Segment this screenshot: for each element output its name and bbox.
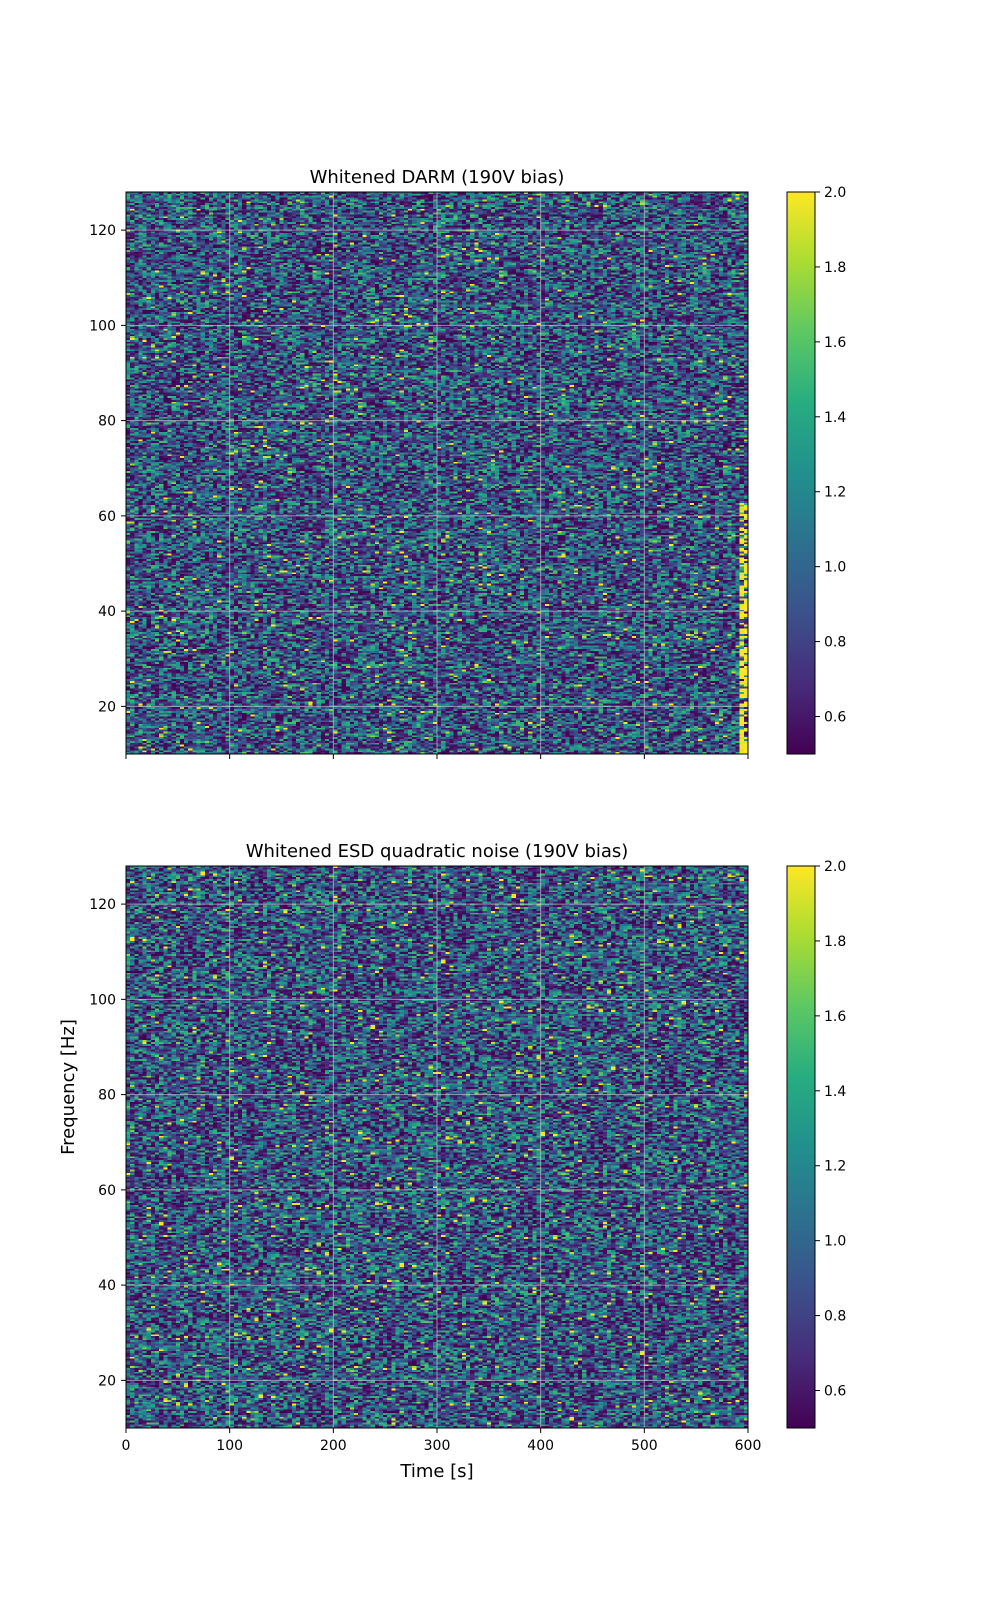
colorbar-gradient xyxy=(787,192,815,754)
x-tick-label: 100 xyxy=(216,1438,243,1454)
y-tick-label: 40 xyxy=(98,604,116,620)
y-tick-label: 100 xyxy=(89,318,116,334)
y-tick-label: 60 xyxy=(98,1183,116,1199)
y-tick-label: 100 xyxy=(89,992,116,1008)
spectrogram-panel-1: 20 40 60 80 100 120 Whitened DARM (190V bias) 0… xyxy=(89,167,846,759)
colorbar-tick-label: 2.0 xyxy=(824,859,846,875)
colorbar-tick-label: 1.2 xyxy=(824,1159,846,1175)
y-tick-label: 80 xyxy=(98,1088,116,1104)
colorbar-tick-label: 1.6 xyxy=(824,1009,846,1025)
y-tick-label: 20 xyxy=(98,1373,116,1389)
colorbar-tick-label: 2.0 xyxy=(824,185,846,201)
colorbar-tick-label: 1.8 xyxy=(824,934,846,950)
x-tick-label: 500 xyxy=(631,1438,658,1454)
x-tick-label: 0 xyxy=(122,1438,131,1454)
colorbar: 0.6 0.8 1.0 1.2 1.4 1.6 1.8 2.0 xyxy=(787,859,846,1428)
colorbar-tick-label: 0.6 xyxy=(824,1384,846,1400)
y-tick-label: 80 xyxy=(98,414,116,430)
x-tick-label: 400 xyxy=(527,1438,554,1454)
colorbar-gradient xyxy=(787,866,815,1428)
colorbar-tick-label: 1.4 xyxy=(824,1084,846,1100)
y-tick-label: 120 xyxy=(89,897,116,913)
colorbar-tick-label: 1.2 xyxy=(824,485,846,501)
spectrogram-panel-2: 0 100 200 300 400 500 600 20 40 60 80 100 120 Whitene… xyxy=(58,841,846,1482)
colorbar-tick-label: 1.0 xyxy=(824,560,846,576)
chart-title: Whitened DARM (190V bias) xyxy=(310,167,565,188)
x-tick-label: 300 xyxy=(424,1438,451,1454)
y-tick-label: 60 xyxy=(98,509,116,525)
x-tick-label: 600 xyxy=(735,1438,762,1454)
x-tick-label: 200 xyxy=(320,1438,347,1454)
x-axis-label: Time [s] xyxy=(399,1461,473,1482)
colorbar-tick-label: 0.8 xyxy=(824,635,846,651)
y-axis-label: Frequency [Hz] xyxy=(58,1019,79,1155)
colorbar-tick-label: 1.8 xyxy=(824,260,846,276)
y-tick-label: 40 xyxy=(98,1278,116,1294)
colorbar-tick-label: 0.6 xyxy=(824,710,846,726)
y-tick-label: 20 xyxy=(98,699,116,715)
colorbar-tick-label: 0.8 xyxy=(824,1309,846,1325)
chart-title: Whitened ESD quadratic noise (190V bias) xyxy=(246,841,629,862)
colorbar-tick-label: 1.4 xyxy=(824,410,846,426)
colorbar: 0.6 0.8 1.0 1.2 1.4 1.6 1.8 2.0 xyxy=(787,185,846,754)
y-tick-label: 120 xyxy=(89,223,116,239)
colorbar-tick-label: 1.6 xyxy=(824,335,846,351)
colorbar-tick-label: 1.0 xyxy=(824,1234,846,1250)
